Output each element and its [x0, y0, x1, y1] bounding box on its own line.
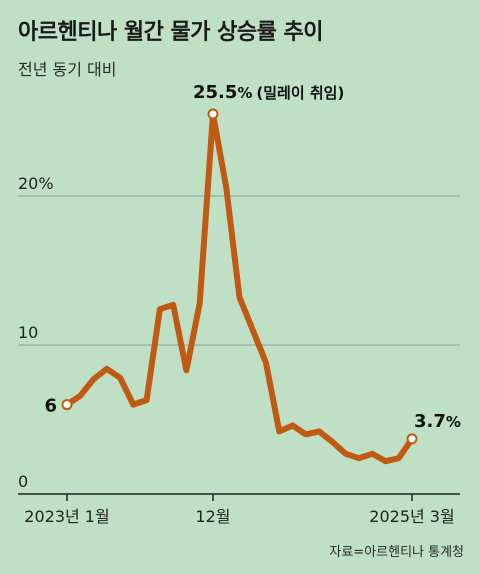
- y-tick-label: 20%: [18, 174, 54, 193]
- x-tick-label: 12월: [195, 507, 230, 526]
- start-value-label: 6: [44, 396, 57, 417]
- x-tick-label: 2025년 3월: [369, 507, 454, 526]
- x-tick-label: 2023년 1월: [24, 507, 109, 526]
- peak-value-label: 25.5% (밀레이 취임): [193, 82, 344, 103]
- start-point-marker: [61, 399, 73, 411]
- chart-subtitle: 전년 동기 대비: [18, 60, 117, 79]
- chart-title: 아르헨티나 월간 물가 상승률 추이: [18, 20, 324, 45]
- end-value-label: 3.7%: [414, 411, 461, 432]
- source-note: 자료=아르헨티나 통계청: [329, 545, 464, 560]
- end-point-marker: [406, 433, 418, 445]
- y-tick-label: 0: [18, 472, 28, 491]
- inflation-series-line: [64, 111, 415, 465]
- peak-point-marker: [207, 108, 219, 120]
- y-tick-label: 10: [18, 323, 38, 342]
